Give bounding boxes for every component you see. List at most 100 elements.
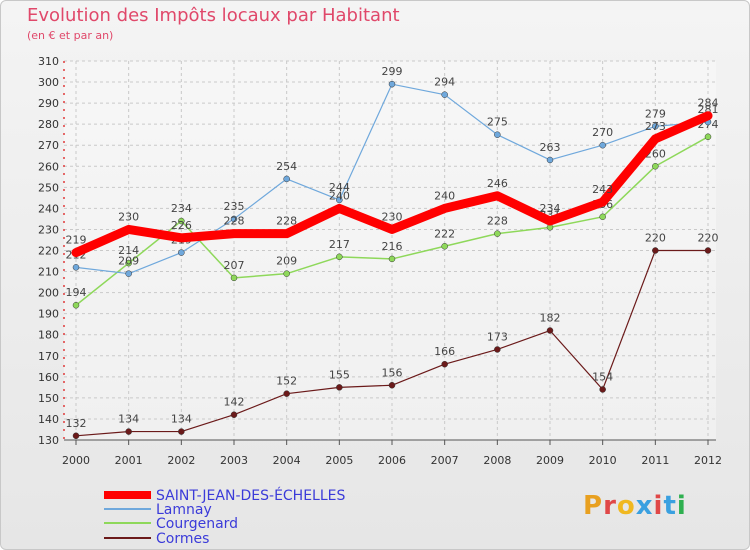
data-label: 228 <box>487 215 508 228</box>
logo-letter: i <box>676 491 687 521</box>
data-label: 284 <box>698 97 719 110</box>
series-line <box>71 111 713 258</box>
data-point <box>125 270 132 277</box>
y-tick-label: 170 <box>38 350 59 363</box>
data-point <box>704 133 712 141</box>
data-label: 173 <box>487 330 508 343</box>
data-label: 234 <box>171 202 192 215</box>
y-tick-label: 190 <box>38 308 59 321</box>
data-label: 222 <box>434 227 455 240</box>
y-tick-label: 210 <box>38 266 59 279</box>
data-label: 228 <box>276 215 297 228</box>
data-label: 134 <box>118 413 139 426</box>
data-point <box>704 247 712 254</box>
data-point <box>652 247 659 254</box>
y-tick-label: 290 <box>38 97 59 110</box>
y-tick-label: 140 <box>38 413 59 426</box>
logo-letter: x <box>635 491 654 521</box>
data-point <box>336 253 343 261</box>
y-tick-label: 200 <box>38 287 59 300</box>
y-tick-label: 310 <box>38 55 59 68</box>
axes: 130 140 150 160 170 180 190 200 210 220 230 240 250 2… <box>38 55 722 467</box>
x-tick-label: 2005 <box>325 454 353 467</box>
legend-label: Cormes <box>156 531 209 547</box>
x-tick-label: 2002 <box>167 454 195 467</box>
y-tick-label: 260 <box>38 160 59 173</box>
y-tick-label: 240 <box>38 202 59 215</box>
data-point <box>230 215 238 223</box>
data-label: 230 <box>382 210 403 223</box>
data-label: 294 <box>434 76 455 89</box>
logo-letter: i <box>653 491 664 521</box>
data-point <box>599 386 606 393</box>
legend-label: Courgenard <box>156 516 238 532</box>
data-point <box>388 382 396 389</box>
x-tick-label: 2007 <box>431 454 459 467</box>
logo-letter: P <box>583 491 604 521</box>
data-point <box>336 196 343 204</box>
data-label: 220 <box>698 232 719 245</box>
series-2: 194214234207209217216222228231236260274 <box>66 118 719 309</box>
data-point <box>441 91 448 98</box>
data-point <box>599 213 606 221</box>
logo-letter: o <box>616 491 636 521</box>
data-label: 235 <box>224 200 245 213</box>
y-tick-label: 180 <box>38 329 59 342</box>
data-point <box>178 249 185 256</box>
data-label: 279 <box>645 107 666 120</box>
y-tick-label: 230 <box>38 223 59 236</box>
data-label: 166 <box>434 345 455 358</box>
x-tick-label: 2000 <box>62 454 90 467</box>
data-point <box>546 327 554 334</box>
x-tick-label: 2008 <box>483 454 511 467</box>
data-label: 273 <box>645 120 666 133</box>
y-tick-label: 300 <box>38 76 59 89</box>
y-tick-label: 130 <box>38 434 59 447</box>
data-label: 240 <box>434 189 455 202</box>
data-point <box>283 270 290 277</box>
data-point <box>388 255 396 263</box>
x-tick-label: 2001 <box>115 454 143 467</box>
x-tick-label: 2011 <box>641 454 669 467</box>
data-point <box>178 217 185 225</box>
data-point <box>125 259 132 267</box>
y-tick-label: 220 <box>38 245 59 258</box>
data-label: 228 <box>224 215 245 228</box>
data-label: 209 <box>276 255 297 268</box>
x-tick-label: 2003 <box>220 454 248 467</box>
data-label: 263 <box>540 141 561 154</box>
x-tick-label: 2006 <box>378 454 406 467</box>
data-label: 142 <box>224 396 245 409</box>
data-label: 240 <box>329 189 350 202</box>
data-label: 217 <box>329 238 350 251</box>
data-label: 154 <box>592 370 613 383</box>
x-tick-label: 2010 <box>589 454 617 467</box>
series-3: 132 134 134 142 152 155 156 166 173 182 154 220 220 <box>66 232 719 440</box>
data-label: 134 <box>171 413 192 426</box>
data-label: 209 <box>118 255 139 268</box>
legend-label: SAINT-JEAN-DES-ÉCHELLES <box>156 487 346 504</box>
data-point <box>178 428 185 435</box>
data-point <box>441 243 448 250</box>
data-label: 132 <box>66 417 87 430</box>
data-point <box>72 432 80 440</box>
legend: SAINT-JEAN-DES-ÉCHELLESLamnayCourgenardC… <box>104 487 346 547</box>
data-label: 275 <box>487 116 508 129</box>
data-point <box>599 141 606 149</box>
series-0: 219 230 226 228 228 240 230 240 246 234 243 273 284 <box>66 97 719 258</box>
legend-label: Lamnay <box>156 502 212 518</box>
data-label: 216 <box>382 240 403 253</box>
data-point <box>652 163 659 170</box>
data-label: 281 <box>698 103 719 116</box>
logo-letter: r <box>603 491 617 521</box>
data-point <box>230 411 238 418</box>
data-point <box>230 274 238 282</box>
y-tick-label: 280 <box>38 118 59 131</box>
data-point <box>546 156 554 164</box>
data-point <box>494 131 501 138</box>
data-point <box>336 384 343 391</box>
data-label: 194 <box>66 286 87 299</box>
